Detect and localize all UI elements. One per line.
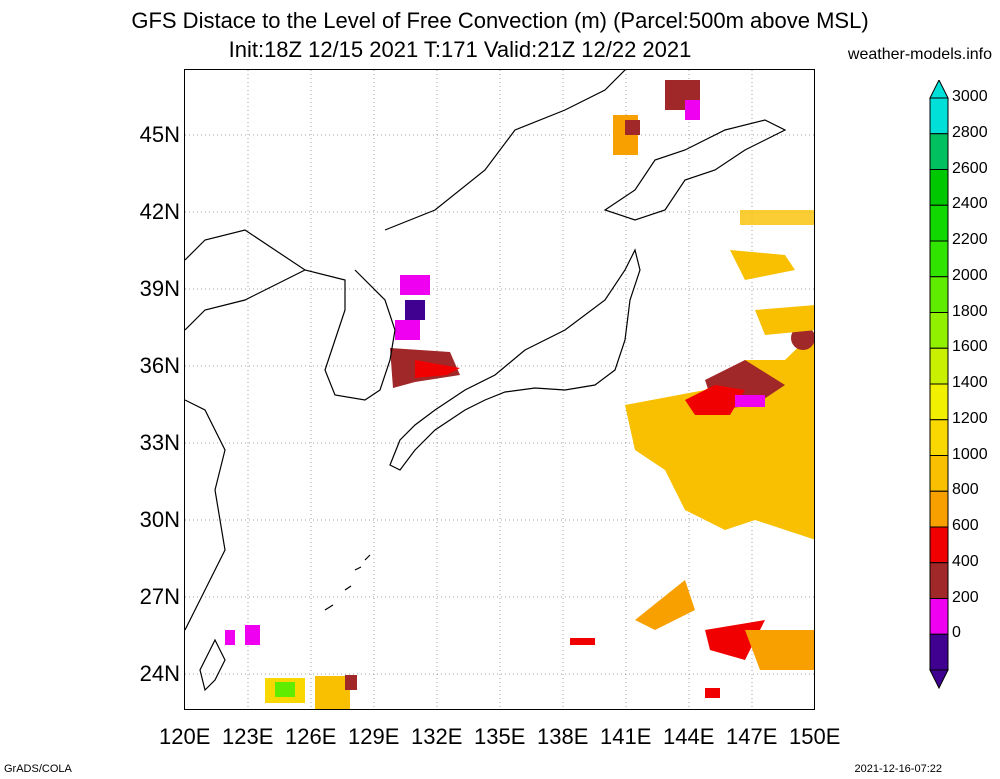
- map-title: GFS Distace to the Level of Free Convect…: [131, 8, 869, 33]
- source-credit: weather-models.info: [847, 46, 992, 63]
- colorbar-tick-label: 600: [952, 517, 979, 534]
- colorbar-tick-label: 2200: [952, 231, 988, 248]
- lat-label: 27N: [139, 584, 180, 609]
- lat-label: 33N: [139, 430, 180, 455]
- lat-label: 42N: [139, 199, 180, 224]
- colorbar-swatch: [929, 133, 949, 170]
- software-credit: GrADS/COLA: [4, 763, 72, 775]
- coastlines: [185, 70, 787, 692]
- colorbar-swatch: [929, 383, 949, 421]
- colorbar-tick-label: 0: [952, 624, 961, 642]
- lon-label: 150E: [789, 724, 841, 749]
- colorbar-tick-label: 1400: [952, 374, 988, 391]
- lon-label: 147E: [726, 724, 778, 749]
- colorbar-tick-label: 2600: [952, 159, 988, 177]
- colorbar-swatch: [929, 490, 949, 528]
- colorbar-tick-label: 800: [952, 481, 979, 499]
- colorbar-swatch: [929, 455, 949, 492]
- colorbar: [929, 80, 949, 690]
- colorbar-swatch: [929, 204, 949, 242]
- colorbar-tick-label: 3000: [952, 88, 988, 105]
- lon-label: 123E: [222, 724, 274, 749]
- map-subtitle: Init:18Z 12/15 2021 T:171 Valid:21Z 12/2…: [228, 37, 692, 62]
- map-canvas: [185, 70, 814, 709]
- lon-label: 132E: [411, 724, 463, 749]
- colorbar-swatch: [929, 562, 949, 599]
- colorbar-swatch: [929, 526, 949, 564]
- colorbar-swatch: [929, 347, 949, 385]
- lat-label: 36N: [139, 353, 180, 378]
- colorbar-tick-label: 2800: [952, 123, 988, 141]
- lat-label: 30N: [139, 507, 180, 532]
- colorbar-swatch: [929, 598, 949, 635]
- lat-label: 24N: [139, 661, 180, 686]
- colorbar-swatch: [929, 276, 949, 313]
- colorbar-swatch: [929, 312, 949, 349]
- lon-label: 135E: [474, 724, 526, 749]
- colorbar-min-arrow: [929, 669, 949, 690]
- colorbar-swatch: [929, 169, 949, 206]
- colorbar-swatch: [929, 240, 949, 278]
- colorbar-tick-label: 1800: [952, 302, 988, 320]
- colorbar-tick-label: 1200: [952, 409, 988, 427]
- colorbar-tick-label: 1000: [952, 445, 988, 463]
- lat-label: 39N: [139, 276, 180, 301]
- lon-label: 129E: [348, 724, 400, 749]
- lon-label: 141E: [600, 724, 652, 749]
- render-timestamp: 2021-12-16-07:22: [854, 763, 942, 775]
- colorbar-tick-label: 200: [952, 588, 979, 606]
- lon-label: 120E: [159, 724, 211, 749]
- colorbar-swatch: [929, 633, 949, 671]
- shaded-field: [225, 80, 814, 709]
- colorbar-tick-label: 400: [952, 552, 979, 570]
- map-panel: [184, 69, 815, 710]
- colorbar-swatch: [929, 97, 949, 135]
- lon-label: 126E: [285, 724, 337, 749]
- colorbar-tick-label: 2400: [952, 195, 988, 213]
- colorbar-tick-label: 1600: [952, 338, 988, 356]
- colorbar-max-arrow: [929, 80, 949, 99]
- lon-label: 138E: [537, 724, 589, 749]
- lon-label: 144E: [663, 724, 715, 749]
- colorbar-swatch: [929, 419, 949, 456]
- lat-label: 45N: [139, 122, 180, 147]
- colorbar-tick-label: 2000: [952, 266, 988, 284]
